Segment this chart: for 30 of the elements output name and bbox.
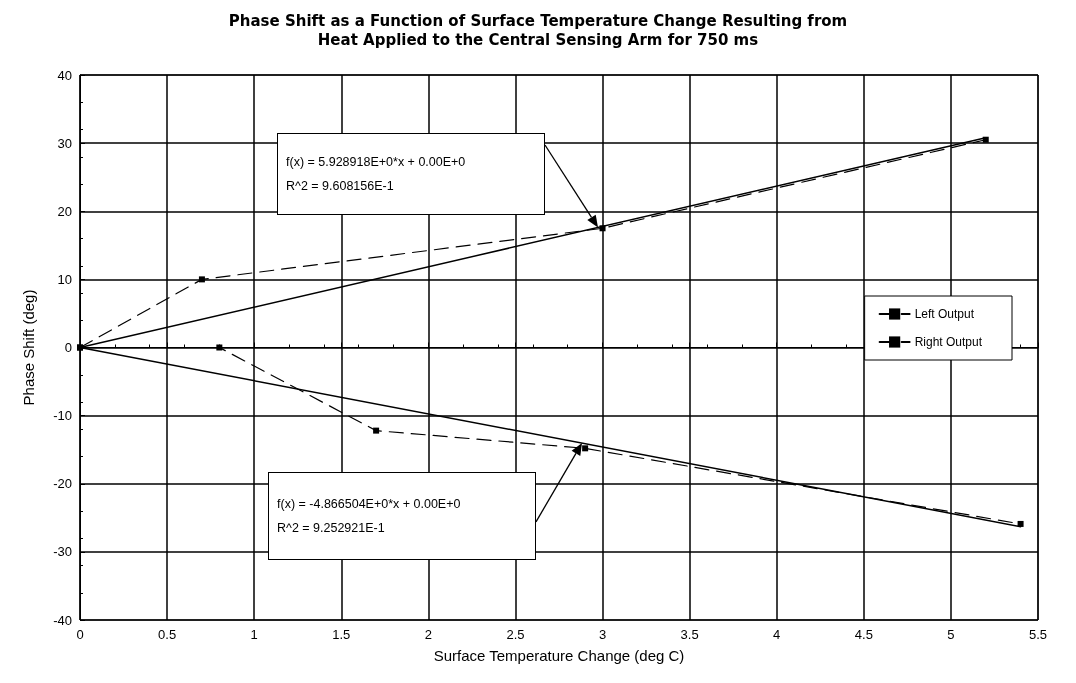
- x-axis-title: Surface Temperature Change (deg C): [433, 647, 685, 664]
- chart-title: Phase Shift as a Function of Surface Temperature Change Resulting from Heat Applied to the Central Sensing Arm for 750 ms: [228, 11, 848, 49]
- note-box: f(x) = -4.866504E+0*x + 0.00E+0 R^2 = 9.252921E-1: [268, 472, 536, 560]
- note-box: f(x) = 5.928918E+0*x + 0.00E+0 R^2 = 9.608156E-1: [277, 133, 545, 215]
- legend-label: Left Output: [914, 307, 975, 321]
- x-tick-label: 1.5: [332, 627, 351, 642]
- x-tick-label: 2.5: [506, 627, 525, 642]
- x-tick-label: 5: [947, 627, 955, 642]
- y-tick-label: 30: [57, 135, 72, 151]
- x-tick-label: 4: [773, 627, 781, 642]
- x-tick-label: 1: [250, 627, 258, 642]
- annotation: f(x) = -4.866504E+0*x + 0.00E+0 R^2 = 9.252921E-1: [277, 496, 462, 537]
- y-tick-label: -20: [53, 476, 72, 492]
- legend-label: Right Output: [914, 335, 983, 349]
- x-tick-label: 3: [598, 627, 607, 642]
- x-tick-label: 0.5: [158, 627, 177, 642]
- y-tick-label: 0: [64, 340, 72, 355]
- x-tick-label: 4.5: [854, 627, 873, 642]
- x-tick-label: 0: [76, 627, 84, 642]
- y-tick-label: 10: [57, 271, 72, 287]
- y-axis-title: Phase Shift (deg): [20, 289, 37, 406]
- y-tick-label: 40: [57, 67, 72, 83]
- y-tick-label: -30: [53, 544, 72, 560]
- y-tick-label: -10: [53, 408, 72, 424]
- y-tick-label: -40: [53, 612, 72, 628]
- x-tick-label: 5.5: [1028, 627, 1048, 642]
- y-tick-label: 20: [57, 203, 72, 219]
- x-tick-label: 3.5: [680, 627, 699, 642]
- annotation: f(x) = 5.928918E+0*x + 0.00E+0 R^2 = 9.608156E-1: [286, 154, 467, 195]
- x-tick-label: 2: [424, 627, 432, 642]
